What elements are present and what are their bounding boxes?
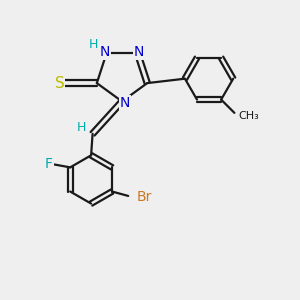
- Text: F: F: [45, 157, 53, 171]
- Text: N: N: [100, 45, 110, 59]
- Text: N: N: [134, 45, 144, 59]
- Text: N: N: [120, 96, 130, 110]
- Text: S: S: [55, 76, 64, 91]
- Text: H: H: [88, 38, 98, 51]
- Text: H: H: [77, 121, 86, 134]
- Text: CH₃: CH₃: [239, 111, 260, 121]
- Text: Br: Br: [136, 190, 152, 204]
